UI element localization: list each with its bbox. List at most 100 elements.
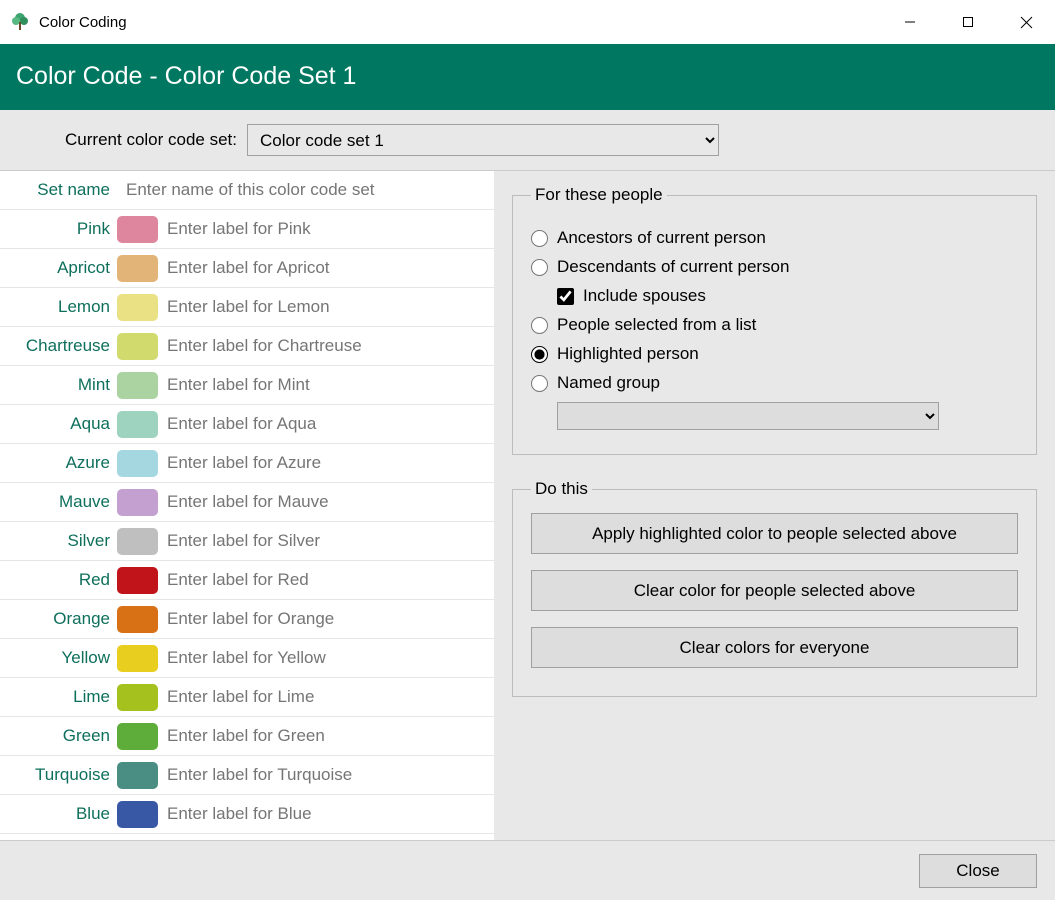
color-swatch[interactable] xyxy=(117,489,158,516)
color-swatch[interactable] xyxy=(117,723,158,750)
named-group-select-wrap xyxy=(557,402,1018,430)
radio-highlighted-label: Highlighted person xyxy=(557,344,699,364)
color-name: Chartreuse xyxy=(0,336,117,356)
color-name: Azure xyxy=(0,453,117,473)
clear-selected-button[interactable]: Clear color for people selected above xyxy=(531,570,1018,611)
color-label-input[interactable] xyxy=(165,293,494,321)
set-selector-dropdown[interactable]: Color code set 1 xyxy=(247,124,719,156)
for-these-people-group: For these people Ancestors of current pe… xyxy=(512,185,1037,455)
color-panel: Set name PinkApricotLemon Chartreuse Mint A… xyxy=(0,171,494,840)
color-swatch[interactable] xyxy=(117,294,158,321)
color-label-input[interactable] xyxy=(165,371,494,399)
radio-highlighted-input[interactable] xyxy=(531,346,548,363)
radio-descendants-label: Descendants of current person xyxy=(557,257,789,277)
radio-named-group-input[interactable] xyxy=(531,375,548,392)
close-button[interactable]: Close xyxy=(919,854,1037,888)
color-name: Mauve xyxy=(0,492,117,512)
color-name: Mint xyxy=(0,375,117,395)
color-row: Red xyxy=(0,561,494,600)
radio-selected-list[interactable]: People selected from a list xyxy=(531,315,1018,335)
do-this-legend: Do this xyxy=(531,479,592,499)
color-swatch[interactable] xyxy=(117,333,158,360)
color-list[interactable]: Set name PinkApricotLemon Chartreuse Mint A… xyxy=(0,171,494,840)
color-name: Green xyxy=(0,726,117,746)
color-swatch[interactable] xyxy=(117,450,158,477)
check-include-spouses-label: Include spouses xyxy=(583,286,706,306)
color-row: Mauve xyxy=(0,483,494,522)
color-label-input[interactable] xyxy=(165,644,494,672)
check-include-spouses[interactable]: Include spouses xyxy=(557,286,1018,306)
minimize-button[interactable] xyxy=(881,0,939,44)
color-swatch[interactable] xyxy=(117,255,158,282)
color-label-input[interactable] xyxy=(165,722,494,750)
color-swatch[interactable] xyxy=(117,801,158,828)
color-label-input[interactable] xyxy=(165,254,494,282)
color-label-input[interactable] xyxy=(165,800,494,828)
color-row: Green xyxy=(0,717,494,756)
radio-descendants-input[interactable] xyxy=(531,259,548,276)
radio-ancestors[interactable]: Ancestors of current person xyxy=(531,228,1018,248)
color-row: Turquoise xyxy=(0,756,494,795)
set-name-input[interactable] xyxy=(124,176,494,204)
set-name-row: Set name xyxy=(0,171,494,210)
radio-descendants[interactable]: Descendants of current person xyxy=(531,257,1018,277)
radio-highlighted[interactable]: Highlighted person xyxy=(531,344,1018,364)
titlebar: Color Coding xyxy=(0,0,1055,44)
radio-ancestors-label: Ancestors of current person xyxy=(557,228,766,248)
color-row: Pink xyxy=(0,210,494,249)
close-window-button[interactable] xyxy=(997,0,1055,44)
color-label-input[interactable] xyxy=(165,605,494,633)
color-row: Lemon xyxy=(0,288,494,327)
radio-selected-list-input[interactable] xyxy=(531,317,548,334)
for-these-people-legend: For these people xyxy=(531,185,667,205)
check-include-spouses-input[interactable] xyxy=(557,288,574,305)
named-group-select[interactable] xyxy=(557,402,939,430)
set-selector-label: Current color code set: xyxy=(0,130,247,150)
color-name: Blue xyxy=(0,804,117,824)
color-label-input[interactable] xyxy=(165,566,494,594)
color-swatch[interactable] xyxy=(117,684,158,711)
options-panel: For these people Ancestors of current pe… xyxy=(494,171,1055,840)
app-icon xyxy=(10,12,30,32)
color-name: Yellow xyxy=(0,648,117,668)
color-label-input[interactable] xyxy=(165,761,494,789)
footer: Close xyxy=(0,840,1055,900)
set-name-label: Set name xyxy=(0,180,117,200)
color-name: Aqua xyxy=(0,414,117,434)
color-row: Apricot xyxy=(0,249,494,288)
color-name: Red xyxy=(0,570,117,590)
color-name: Orange xyxy=(0,609,117,629)
color-label-input[interactable] xyxy=(165,683,494,711)
color-row: Orange xyxy=(0,600,494,639)
radio-ancestors-input[interactable] xyxy=(531,230,548,247)
color-row: Mint xyxy=(0,366,494,405)
do-this-group: Do this Apply highlighted color to peopl… xyxy=(512,479,1037,697)
clear-all-button[interactable]: Clear colors for everyone xyxy=(531,627,1018,668)
color-row: Azure xyxy=(0,444,494,483)
color-swatch[interactable] xyxy=(117,528,158,555)
window-controls xyxy=(881,0,1055,44)
color-label-input[interactable] xyxy=(165,410,494,438)
radio-named-group[interactable]: Named group xyxy=(531,373,1018,393)
color-swatch[interactable] xyxy=(117,606,158,633)
color-swatch[interactable] xyxy=(117,411,158,438)
color-swatch[interactable] xyxy=(117,216,158,243)
color-row: Chartreuse xyxy=(0,327,494,366)
main-area: Set name PinkApricotLemon Chartreuse Mint A… xyxy=(0,171,1055,840)
color-swatch[interactable] xyxy=(117,762,158,789)
radio-named-group-label: Named group xyxy=(557,373,660,393)
color-label-input[interactable] xyxy=(165,449,494,477)
color-label-input[interactable] xyxy=(165,215,494,243)
radio-selected-list-label: People selected from a list xyxy=(557,315,756,335)
page-header: Color Code - Color Code Set 1 xyxy=(0,44,1055,110)
color-row: Blue xyxy=(0,795,494,834)
color-swatch[interactable] xyxy=(117,567,158,594)
color-swatch[interactable] xyxy=(117,645,158,672)
apply-color-button[interactable]: Apply highlighted color to people select… xyxy=(531,513,1018,554)
color-swatch[interactable] xyxy=(117,372,158,399)
color-label-input[interactable] xyxy=(165,332,494,360)
color-row: Aqua xyxy=(0,405,494,444)
color-label-input[interactable] xyxy=(165,527,494,555)
maximize-button[interactable] xyxy=(939,0,997,44)
color-label-input[interactable] xyxy=(165,488,494,516)
